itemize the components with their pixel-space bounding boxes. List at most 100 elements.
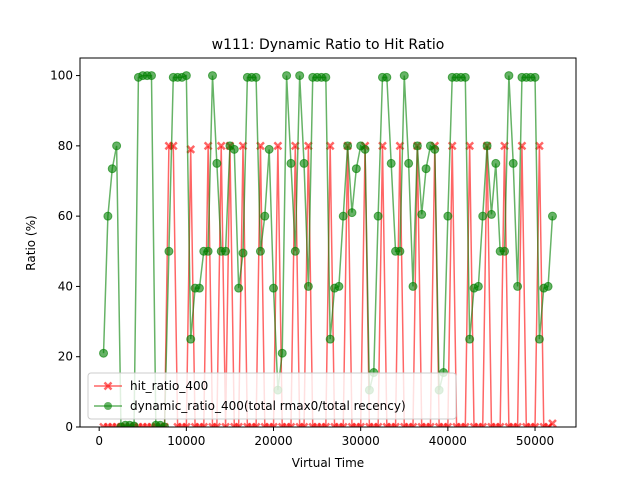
marker: [356, 422, 366, 427]
x-tick-label: 10000: [167, 434, 205, 448]
marker: [491, 158, 501, 168]
marker: [486, 209, 496, 219]
marker: [251, 72, 261, 82]
marker: [465, 141, 475, 151]
legend-marker: [104, 402, 112, 410]
marker: [443, 211, 453, 221]
marker: [351, 164, 361, 174]
marker: [504, 71, 514, 81]
marker: [478, 422, 488, 427]
marker: [343, 141, 353, 151]
marker: [277, 348, 287, 358]
marker: [534, 334, 544, 344]
marker: [112, 141, 122, 151]
marker: [465, 334, 475, 344]
marker: [203, 246, 213, 256]
legend-marker: [103, 381, 113, 391]
marker: [513, 281, 523, 291]
marker: [186, 334, 196, 344]
marker: [404, 158, 414, 168]
marker: [238, 248, 248, 258]
marker: [260, 211, 270, 221]
marker: [382, 72, 392, 82]
marker: [181, 71, 191, 81]
marker: [234, 283, 244, 293]
marker: [508, 158, 518, 168]
marker: [129, 421, 139, 427]
marker: [269, 283, 279, 293]
marker: [430, 144, 440, 154]
marker: [181, 422, 191, 427]
y-axis-label: Ratio (%): [24, 215, 38, 270]
y-tick-label: 20: [58, 350, 73, 364]
y-tick-label: 0: [65, 420, 73, 434]
marker: [146, 71, 156, 81]
legend-label: hit_ratio_400: [130, 379, 208, 393]
marker: [229, 144, 239, 154]
marker: [495, 422, 505, 427]
marker: [417, 209, 427, 219]
marker: [513, 422, 522, 427]
marker: [535, 141, 544, 151]
y-tick-label: 100: [50, 69, 73, 83]
marker: [338, 211, 348, 221]
marker: [373, 211, 383, 221]
marker: [548, 419, 557, 427]
marker: [386, 158, 396, 168]
marker: [460, 72, 470, 82]
marker: [216, 141, 226, 151]
marker: [282, 71, 292, 81]
marker: [478, 211, 488, 221]
marker: [286, 422, 296, 427]
marker: [186, 144, 196, 154]
x-tick-label: 0: [95, 434, 103, 448]
y-tick-label: 80: [58, 139, 73, 153]
marker: [255, 246, 265, 256]
marker: [347, 208, 357, 218]
marker: [212, 158, 222, 168]
marker: [221, 246, 231, 256]
x-tick-label: 40000: [429, 434, 467, 448]
marker: [517, 141, 527, 151]
y-tick-label: 40: [58, 279, 73, 293]
marker: [547, 211, 557, 221]
marker: [530, 72, 540, 82]
marker: [426, 422, 435, 427]
marker: [194, 283, 204, 293]
marker: [164, 246, 174, 256]
marker: [103, 211, 113, 221]
marker: [412, 141, 422, 151]
marker: [325, 334, 335, 344]
series-line: [103, 145, 553, 427]
marker: [299, 422, 309, 427]
marker: [264, 144, 274, 154]
marker: [373, 422, 383, 427]
marker: [199, 422, 209, 427]
marker: [530, 422, 540, 427]
marker: [286, 158, 296, 168]
x-tick-label: 20000: [254, 434, 292, 448]
marker: [500, 246, 510, 256]
marker: [482, 141, 492, 151]
marker: [325, 141, 335, 151]
marker: [408, 422, 418, 427]
marker: [443, 422, 453, 427]
marker: [107, 164, 117, 174]
y-tick-label: 60: [58, 209, 73, 223]
marker: [395, 246, 405, 256]
marker: [290, 246, 300, 256]
x-axis-label: Virtual Time: [292, 456, 364, 470]
marker: [399, 71, 409, 81]
marker: [543, 281, 553, 291]
marker: [99, 348, 109, 358]
marker: [212, 422, 222, 427]
marker: [334, 281, 344, 291]
marker: [321, 422, 331, 427]
marker: [221, 422, 230, 427]
marker: [303, 281, 313, 291]
marker: [207, 71, 217, 81]
marker: [299, 158, 309, 168]
x-tick-label: 50000: [516, 434, 554, 448]
marker: [160, 422, 170, 427]
